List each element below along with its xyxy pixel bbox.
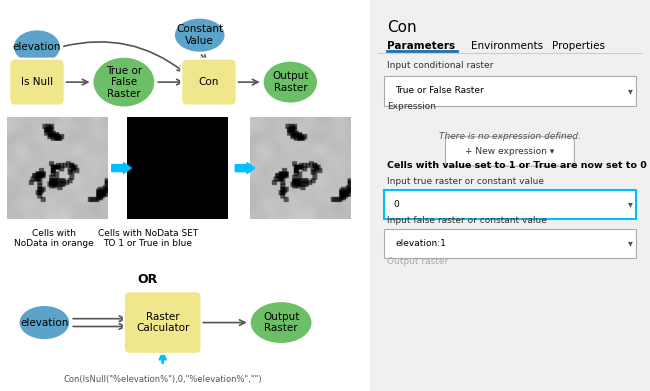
- Text: Con: Con: [199, 77, 219, 87]
- Ellipse shape: [250, 301, 313, 344]
- Text: + New expression ▾: + New expression ▾: [465, 147, 554, 156]
- Text: True or False Raster: True or False Raster: [395, 86, 484, 95]
- Ellipse shape: [92, 57, 155, 108]
- Text: ▾: ▾: [628, 199, 633, 209]
- Ellipse shape: [174, 18, 226, 53]
- Text: True or
False
Raster: True or False Raster: [106, 66, 142, 99]
- Text: ▾: ▾: [628, 86, 633, 96]
- Text: elevation:1: elevation:1: [395, 239, 446, 248]
- Text: Raster
Calculator: Raster Calculator: [136, 312, 189, 334]
- Text: Input false raster or constant value: Input false raster or constant value: [387, 216, 547, 225]
- FancyBboxPatch shape: [370, 0, 650, 391]
- FancyBboxPatch shape: [445, 137, 575, 166]
- Text: There is no expression defined.: There is no expression defined.: [439, 132, 581, 142]
- Text: Output
Raster: Output Raster: [263, 312, 299, 334]
- Text: Properties: Properties: [552, 41, 605, 51]
- Text: 0: 0: [394, 199, 399, 209]
- Text: elevation: elevation: [13, 42, 61, 52]
- Ellipse shape: [263, 61, 318, 104]
- Text: Cells with NoData SET
TO 1 or True in blue: Cells with NoData SET TO 1 or True in bl…: [98, 229, 198, 248]
- Text: Output
Raster: Output Raster: [272, 71, 309, 93]
- FancyBboxPatch shape: [9, 59, 65, 106]
- Text: Environments: Environments: [471, 41, 543, 51]
- FancyBboxPatch shape: [124, 291, 202, 354]
- Text: ▾: ▾: [628, 238, 633, 248]
- Text: Expression: Expression: [387, 102, 436, 111]
- Text: Input true raster or constant value: Input true raster or constant value: [387, 177, 543, 186]
- Text: Con: Con: [387, 20, 416, 34]
- Text: Constant
Value: Constant Value: [176, 24, 224, 46]
- FancyBboxPatch shape: [384, 229, 636, 258]
- Text: Cells with value set to 1 or True are now set to 0: Cells with value set to 1 or True are no…: [387, 161, 646, 170]
- Text: Output raster: Output raster: [387, 257, 448, 266]
- Text: Cells with
NoData in orange: Cells with NoData in orange: [14, 229, 94, 248]
- FancyBboxPatch shape: [384, 76, 636, 106]
- Text: OR: OR: [138, 273, 158, 286]
- FancyBboxPatch shape: [384, 190, 636, 219]
- Text: elevation: elevation: [20, 317, 68, 328]
- Text: Input conditional raster: Input conditional raster: [387, 61, 493, 70]
- Text: Con(IsNull("%elevation%"),0,"%elevation%",""): Con(IsNull("%elevation%"),0,"%elevation%…: [64, 375, 262, 384]
- Ellipse shape: [13, 29, 61, 65]
- Text: Is Null: Is Null: [21, 77, 53, 87]
- Text: Parameters: Parameters: [387, 41, 455, 51]
- Ellipse shape: [18, 305, 70, 340]
- FancyBboxPatch shape: [181, 59, 237, 106]
